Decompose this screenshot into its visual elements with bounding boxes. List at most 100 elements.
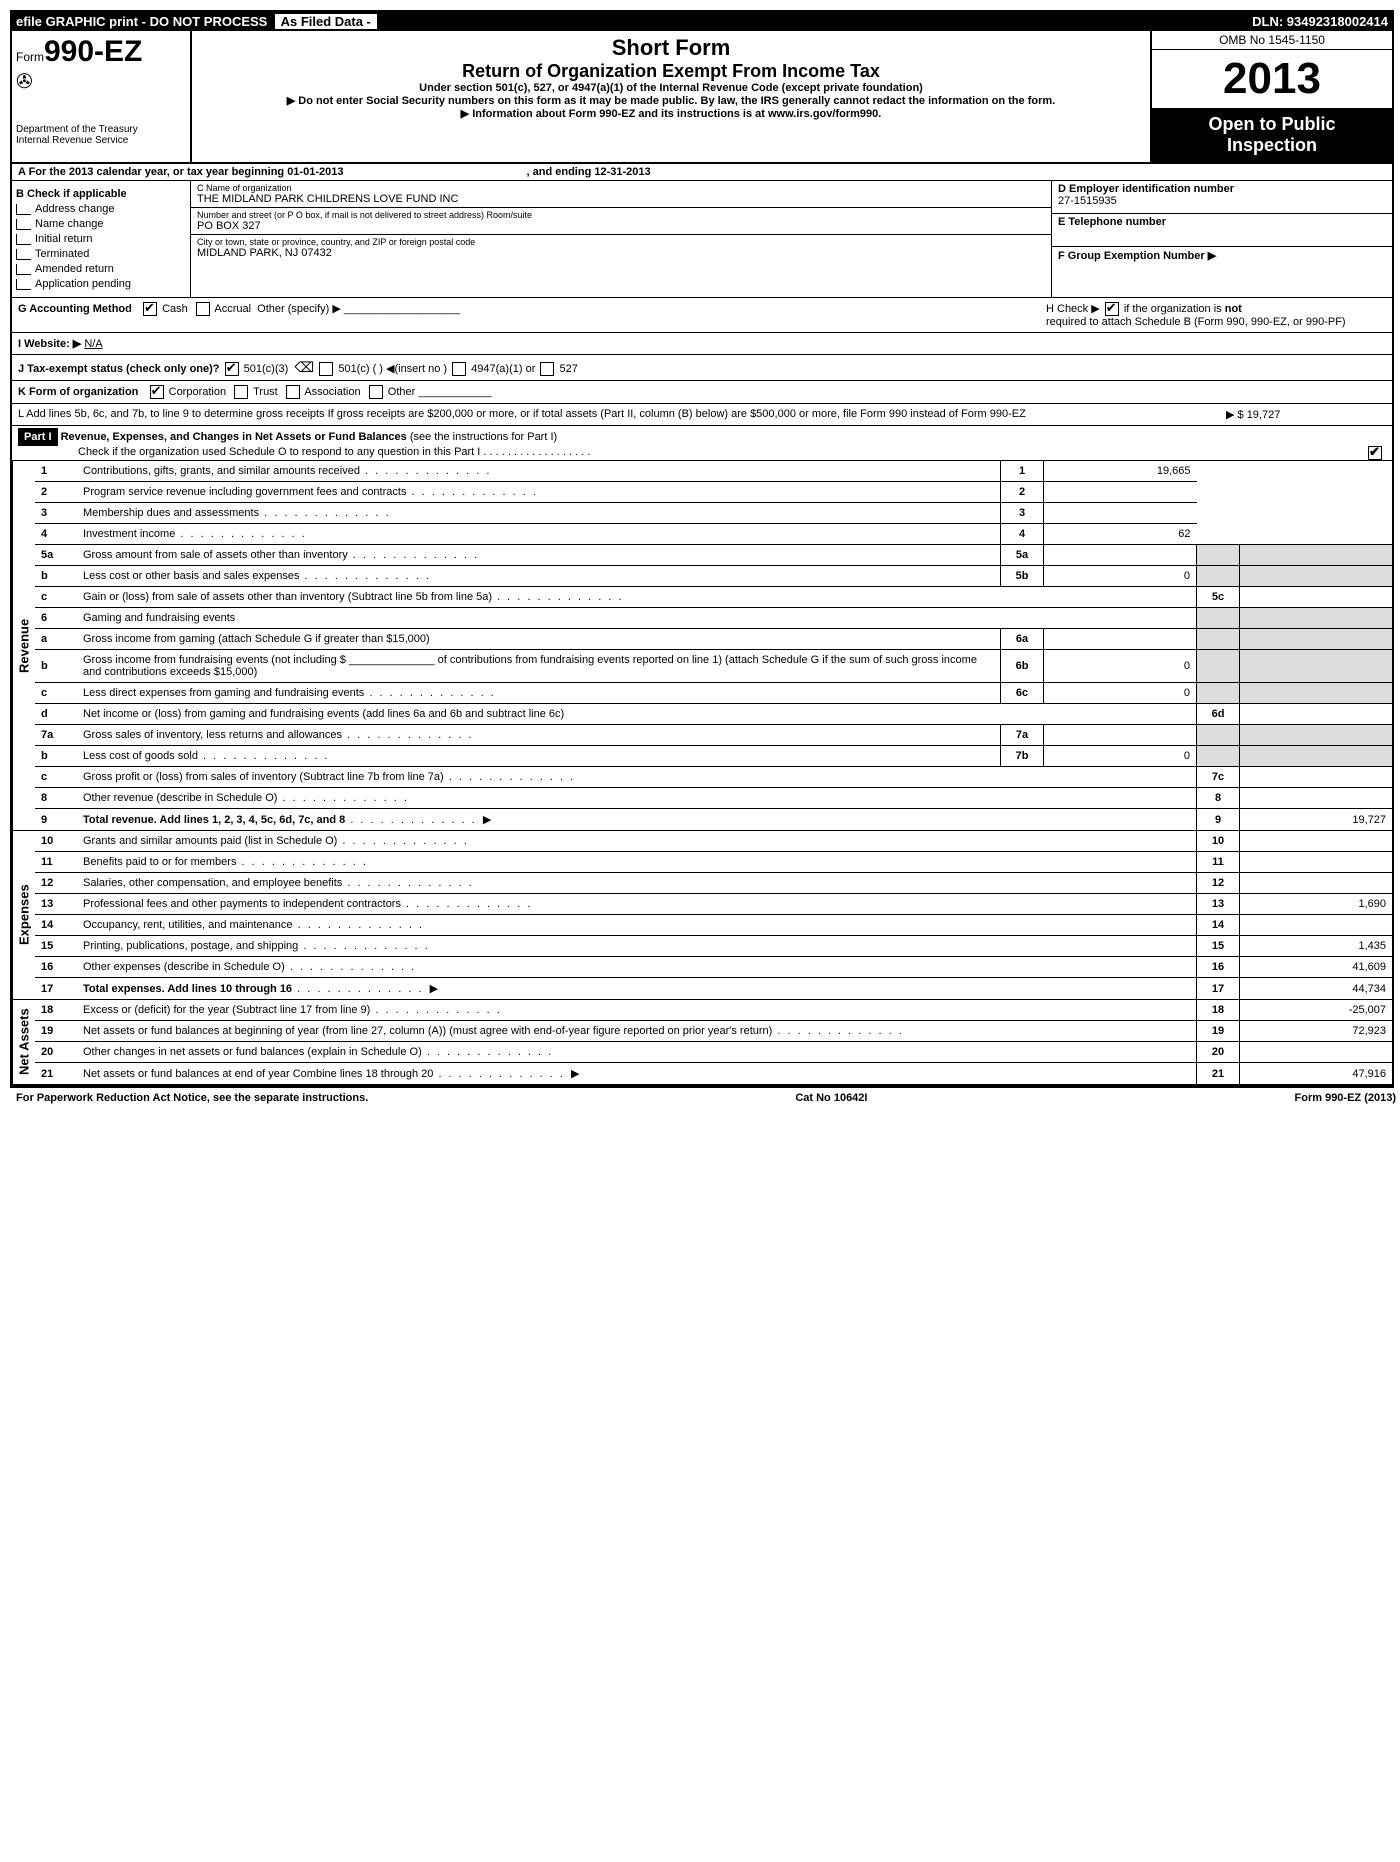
gross-receipts: ▶ $ 19,727 bbox=[1226, 408, 1386, 421]
dept-irs: Internal Revenue Service bbox=[16, 135, 186, 146]
subtitle: Under section 501(c), 527, or 4947(a)(1)… bbox=[202, 82, 1140, 94]
line-6d: dNet income or (loss) from gaming and fu… bbox=[35, 704, 1392, 725]
paperwork-notice: For Paperwork Reduction Act Notice, see … bbox=[16, 1092, 368, 1104]
line-2: 2Program service revenue including gover… bbox=[35, 482, 1392, 503]
chk-trust[interactable] bbox=[234, 385, 248, 399]
cat-no: Cat No 10642I bbox=[795, 1092, 867, 1104]
line-5c: cGain or (loss) from sale of assets othe… bbox=[35, 587, 1392, 608]
line-19: 19Net assets or fund balances at beginni… bbox=[35, 1021, 1392, 1042]
header-right: OMB No 1545-1150 2013 Open to PublicInsp… bbox=[1150, 31, 1392, 162]
title-return: Return of Organization Exempt From Incom… bbox=[202, 61, 1140, 82]
line-a: A For the 2013 calendar year, or tax yea… bbox=[12, 164, 1392, 181]
line-6c: cLess direct expenses from gaming and fu… bbox=[35, 683, 1392, 704]
line-13: 13Professional fees and other payments t… bbox=[35, 894, 1392, 915]
g-label: G Accounting Method bbox=[18, 303, 132, 315]
form-prefix: Form bbox=[16, 50, 44, 64]
chk-initial[interactable]: Initial return bbox=[16, 233, 186, 245]
line-7c: cGross profit or (loss) from sales of in… bbox=[35, 767, 1392, 788]
line-7b: bLess cost of goods sold7b0 bbox=[35, 746, 1392, 767]
line-10: 10Grants and similar amounts paid (list … bbox=[35, 831, 1392, 852]
chk-corp[interactable] bbox=[150, 385, 164, 399]
section-def: D Employer identification number 27-1515… bbox=[1051, 181, 1392, 297]
title-short-form: Short Form bbox=[202, 35, 1140, 61]
line-21: 21Net assets or fund balances at end of … bbox=[35, 1063, 1392, 1085]
org-name: THE MIDLAND PARK CHILDRENS LOVE FUND INC bbox=[197, 193, 1045, 205]
chk-amended[interactable]: Amended return bbox=[16, 263, 186, 275]
form-ref: Form 990-EZ (2013) bbox=[1295, 1092, 1396, 1104]
row-k: K Form of organization Corporation Trust… bbox=[12, 381, 1392, 404]
chk-501c3[interactable] bbox=[225, 362, 239, 376]
irs-link[interactable]: www.irs.gov/form990 bbox=[768, 108, 878, 120]
revenue-section: Revenue 1Contributions, gifts, grants, a… bbox=[12, 461, 1392, 831]
d-label: D Employer identification number bbox=[1058, 183, 1386, 195]
line-6: 6Gaming and fundraising events bbox=[35, 608, 1392, 629]
line-4: 4Investment income462 bbox=[35, 524, 1392, 545]
line-7a: 7aGross sales of inventory, less returns… bbox=[35, 725, 1392, 746]
chk-part1-scho[interactable] bbox=[1368, 446, 1382, 460]
line-12: 12Salaries, other compensation, and empl… bbox=[35, 873, 1392, 894]
chk-pending[interactable]: Application pending bbox=[16, 278, 186, 290]
line-5b: bLess cost or other basis and sales expe… bbox=[35, 566, 1392, 587]
line-15: 15Printing, publications, postage, and s… bbox=[35, 936, 1392, 957]
header: Form990-EZ ✇ Department of the Treasury … bbox=[12, 31, 1392, 164]
org-city: MIDLAND PARK, NJ 07432 bbox=[197, 247, 1045, 259]
row-g-h: G Accounting Method Cash Accrual Other (… bbox=[12, 298, 1392, 333]
chk-address[interactable]: Address change bbox=[16, 203, 186, 215]
f-label: F Group Exemption Number ▶ bbox=[1058, 249, 1386, 262]
row-l: L Add lines 5b, 6c, and 7b, to line 9 to… bbox=[12, 404, 1392, 426]
line-6a: aGross income from gaming (attach Schedu… bbox=[35, 629, 1392, 650]
tax-year: 2013 bbox=[1152, 50, 1392, 108]
e-label: E Telephone number bbox=[1058, 216, 1386, 228]
side-expenses: Expenses bbox=[12, 831, 35, 999]
c-city-label: City or town, state or province, country… bbox=[197, 237, 1045, 247]
line-9: 9Total revenue. Add lines 1, 2, 3, 4, 5c… bbox=[35, 809, 1392, 831]
section-c: C Name of organization THE MIDLAND PARK … bbox=[191, 181, 1051, 297]
ein: 27-1515935 bbox=[1058, 195, 1386, 207]
line-17: 17Total expenses. Add lines 10 through 1… bbox=[35, 978, 1392, 1000]
footer: For Paperwork Reduction Act Notice, see … bbox=[10, 1088, 1400, 1108]
form-number: 990-EZ bbox=[44, 35, 142, 68]
block-b-to-f: B Check if applicable Address change Nam… bbox=[12, 181, 1392, 298]
header-mid: Short Form Return of Organization Exempt… bbox=[192, 31, 1150, 162]
chk-assoc[interactable] bbox=[286, 385, 300, 399]
expenses-section: Expenses 10Grants and similar amounts pa… bbox=[12, 831, 1392, 1000]
line-8: 8Other revenue (describe in Schedule O)8 bbox=[35, 788, 1392, 809]
chk-527[interactable] bbox=[540, 362, 554, 376]
side-netassets: Net Assets bbox=[12, 1000, 35, 1084]
chk-name[interactable]: Name change bbox=[16, 218, 186, 230]
form-page: efile GRAPHIC print - DO NOT PROCESS As … bbox=[10, 10, 1394, 1088]
chk-other-org[interactable] bbox=[369, 385, 383, 399]
section-b: B Check if applicable Address change Nam… bbox=[12, 181, 191, 297]
row-j: J Tax-exempt status (check only one)? 50… bbox=[12, 355, 1392, 381]
side-revenue: Revenue bbox=[12, 461, 35, 830]
efile-label: efile GRAPHIC print - DO NOT PROCESS As … bbox=[16, 14, 377, 29]
line-1: 1Contributions, gifts, grants, and simil… bbox=[35, 461, 1392, 482]
website: N/A bbox=[84, 338, 102, 350]
chk-cash[interactable] bbox=[143, 302, 157, 316]
section-h: H Check ▶ if the organization is not req… bbox=[1046, 302, 1386, 328]
org-street: PO BOX 327 bbox=[197, 220, 1045, 232]
c-street-label: Number and street (or P O box, if mail i… bbox=[197, 210, 1045, 220]
as-filed: As Filed Data - bbox=[275, 14, 377, 29]
header-left: Form990-EZ ✇ Department of the Treasury … bbox=[12, 31, 192, 162]
note-ssn: ▶ Do not enter Social Security numbers o… bbox=[202, 94, 1140, 107]
chk-h[interactable] bbox=[1105, 302, 1119, 316]
line-20: 20Other changes in net assets or fund ba… bbox=[35, 1042, 1392, 1063]
chk-accrual[interactable] bbox=[196, 302, 210, 316]
line-11: 11Benefits paid to or for members11 bbox=[35, 852, 1392, 873]
row-i: I Website: ▶ N/A bbox=[12, 333, 1392, 355]
netassets-section: Net Assets 18Excess or (deficit) for the… bbox=[12, 1000, 1392, 1086]
line-3: 3Membership dues and assessments3 bbox=[35, 503, 1392, 524]
open-public: Open to PublicInspection bbox=[1152, 108, 1392, 162]
chk-terminated[interactable]: Terminated bbox=[16, 248, 186, 260]
line-18: 18Excess or (deficit) for the year (Subt… bbox=[35, 1000, 1392, 1021]
b-header: B Check if applicable bbox=[16, 188, 186, 200]
top-bar: efile GRAPHIC print - DO NOT PROCESS As … bbox=[12, 12, 1392, 31]
omb: OMB No 1545-1150 bbox=[1152, 31, 1392, 50]
c-name-label: C Name of organization bbox=[197, 183, 1045, 193]
chk-501c[interactable] bbox=[319, 362, 333, 376]
chk-4947[interactable] bbox=[452, 362, 466, 376]
dept-treasury: Department of the Treasury bbox=[16, 124, 186, 135]
line-6b: bGross income from fundraising events (n… bbox=[35, 650, 1392, 683]
line-5a: 5aGross amount from sale of assets other… bbox=[35, 545, 1392, 566]
